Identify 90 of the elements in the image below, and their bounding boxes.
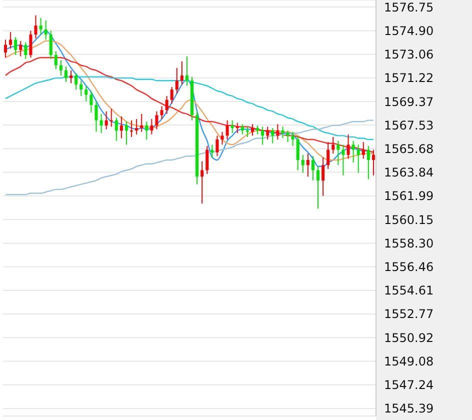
candlestick (19, 40, 22, 57)
candlestick (70, 70, 73, 84)
candlestick (4, 39, 8, 58)
candlestick (185, 56, 188, 86)
y-tick-label: 1552.77 (384, 307, 434, 322)
y-tick-label: 1556.46 (384, 260, 434, 274)
candlestick (261, 126, 264, 146)
candlestick (276, 124, 280, 140)
candlestick (124, 121, 128, 146)
candlestick (346, 134, 350, 160)
candlestick (49, 30, 52, 60)
candlestick (246, 126, 249, 138)
candlestick (281, 126, 284, 139)
y-tick-label: 1569.37 (384, 94, 434, 109)
candlestick (110, 108, 113, 128)
candlestick (326, 142, 330, 170)
candlestick (352, 140, 355, 164)
candlestick (322, 156, 325, 196)
candlestick (332, 136, 335, 154)
candlestick (90, 90, 93, 114)
candlestick (301, 154, 304, 174)
y-tick-label: 1571.22 (384, 71, 434, 86)
candlestick (84, 85, 88, 102)
y-tick-label: 1567.53 (384, 118, 434, 132)
candlestick (100, 113, 103, 134)
y-tick-label: 1565.68 (384, 142, 434, 156)
y-tick-label: 1549.08 (384, 354, 434, 368)
candlestick (44, 20, 48, 40)
y-tick-label: 1576.75 (384, 0, 434, 14)
y-tick-label: 1545.39 (384, 402, 434, 416)
candlestick (170, 86, 174, 104)
candlestick (155, 110, 158, 130)
candlestick (216, 135, 219, 157)
candlestick (135, 118, 138, 135)
candlestick (130, 120, 134, 138)
y-tick-label: 1554.61 (384, 284, 434, 298)
y-tick-label: 1558.30 (384, 236, 434, 250)
candlestick (210, 144, 214, 158)
candlestick (94, 100, 98, 132)
y-tick-label: 1573.06 (384, 48, 434, 62)
candlestick (165, 96, 168, 114)
candlestick (356, 144, 360, 174)
candlestick (114, 117, 118, 142)
candlestick (180, 60, 184, 85)
y-tick-label: 1560.15 (384, 212, 434, 227)
candlestick (64, 66, 68, 82)
candlestick (54, 50, 58, 70)
candlestick (24, 42, 28, 60)
y-tick-label: 1563.84 (384, 166, 434, 180)
y-tick-label: 1574.90 (384, 24, 434, 38)
candlestick (160, 106, 164, 120)
candlestick (29, 30, 32, 58)
candlestick (9, 32, 12, 50)
candlestick (250, 124, 254, 136)
candlestick (271, 128, 274, 144)
candlestick (362, 142, 365, 160)
candlestick (175, 67, 178, 94)
candlestick (306, 153, 310, 178)
candlestick (336, 140, 340, 166)
candlestick (39, 17, 42, 36)
candlestick (240, 124, 244, 135)
candlestick (266, 126, 270, 140)
candlestick (59, 60, 62, 76)
candlestick (220, 131, 224, 146)
candlestick (316, 166, 320, 210)
candlestick (342, 144, 345, 176)
candlestick (104, 110, 108, 130)
candlestick (14, 36, 18, 56)
candlestick (311, 156, 314, 181)
candlestick (34, 14, 38, 39)
candlestick (291, 131, 294, 146)
candlestick (236, 122, 239, 134)
candlestick (200, 160, 204, 204)
candlestick (74, 72, 78, 90)
candlestick (226, 120, 229, 140)
candlestick (120, 116, 123, 139)
candlestick (140, 113, 144, 132)
y-tick-label: 1561.99 (384, 189, 434, 204)
candlestick (286, 130, 290, 143)
candlestick (372, 149, 375, 176)
line-series (4, 120, 374, 196)
candlestick (296, 135, 300, 171)
candlestick (230, 120, 234, 134)
candlestick (206, 145, 209, 175)
candlestick (80, 80, 83, 96)
y-tick-label: 1550.92 (384, 330, 434, 345)
candlestick (150, 118, 154, 135)
candlestick (366, 145, 370, 180)
candlestick (145, 121, 148, 140)
y-tick-label: 1547.24 (384, 378, 434, 392)
